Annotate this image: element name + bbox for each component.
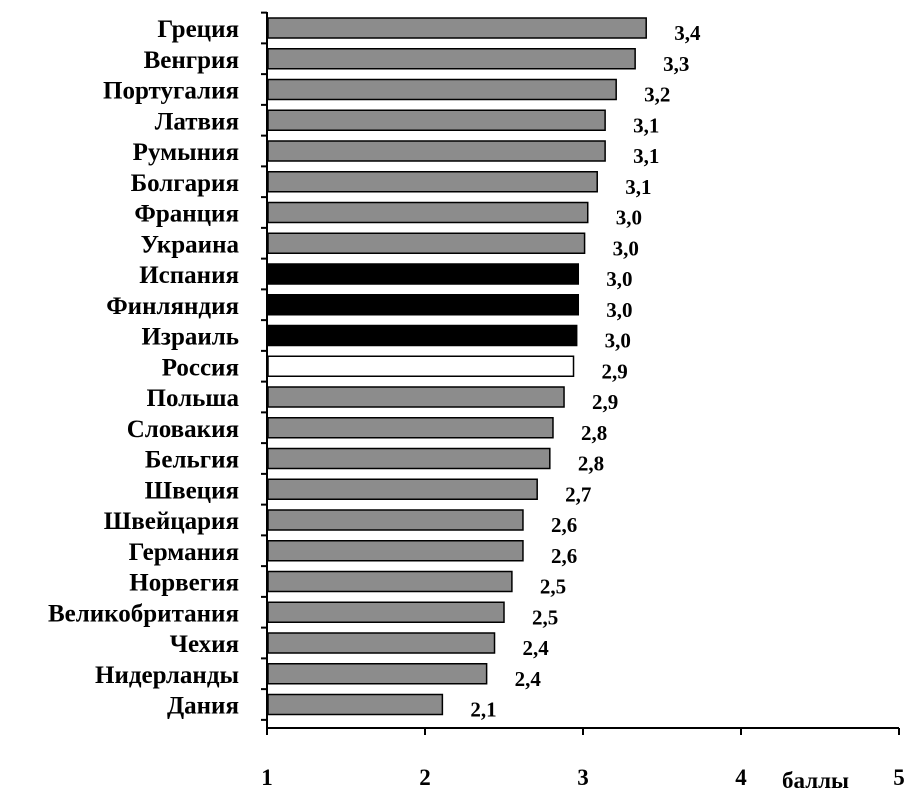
value-label: 3,0 — [613, 236, 639, 260]
category-label: Испания — [139, 262, 239, 289]
axis-layer: 1 2 3 4 5 — [261, 11, 905, 790]
x-tick-label: 4 — [735, 765, 747, 790]
value-label: 3,0 — [605, 329, 631, 353]
category-label: Украина — [141, 231, 240, 258]
x-axis-unit-label: баллы — [782, 768, 849, 793]
category-label: Португалия — [103, 78, 239, 105]
category-label: Норвегия — [129, 570, 239, 597]
x-tick-label: 3 — [577, 765, 589, 790]
bar — [267, 232, 586, 254]
category-label: Словакия — [127, 416, 239, 443]
bar — [267, 78, 617, 101]
bar — [267, 601, 505, 623]
bar — [267, 417, 554, 439]
value-label: 3,3 — [663, 52, 689, 76]
category-label: Нидерланды — [95, 662, 239, 689]
bar — [267, 509, 524, 531]
value-label: 2,1 — [470, 698, 496, 722]
value-label: 2,5 — [540, 575, 566, 599]
value-label: 2,9 — [592, 390, 618, 414]
category-label: Германия — [129, 539, 239, 566]
category-label: Венгрия — [144, 47, 239, 74]
category-label: Россия — [162, 354, 239, 381]
value-label: 3,2 — [644, 83, 670, 107]
x-tick-label: 2 — [419, 765, 431, 790]
value-label: 2,6 — [551, 513, 577, 537]
value-label: 2,5 — [532, 605, 558, 629]
value-label: 3,4 — [674, 21, 701, 45]
category-label: Латвия — [155, 108, 239, 135]
value-label: 2,4 — [515, 667, 542, 691]
value-label: 2,4 — [523, 636, 550, 660]
value-label: 2,6 — [551, 544, 577, 568]
value-label: 3,1 — [625, 175, 651, 199]
bar — [267, 447, 551, 470]
value-label: 2,8 — [581, 421, 607, 445]
category-label: Швейцария — [104, 508, 239, 535]
category-label: Польша — [147, 385, 240, 412]
category-label: Швеция — [145, 477, 239, 504]
category-label: Греция — [157, 16, 239, 43]
bar — [267, 478, 538, 500]
bar — [267, 109, 606, 131]
value-label: 3,0 — [616, 206, 642, 230]
value-label: 3,0 — [606, 267, 632, 291]
bar — [267, 355, 575, 377]
bar — [267, 263, 580, 285]
bar — [267, 540, 524, 562]
category-label: Болгария — [131, 170, 239, 197]
x-tick-label: 5 — [893, 765, 905, 790]
bar — [267, 386, 565, 408]
value-label: 2,7 — [565, 482, 591, 506]
bar — [267, 140, 606, 162]
category-label: Дания — [167, 693, 239, 720]
category-label: Румыния — [133, 139, 239, 166]
bar — [267, 663, 488, 685]
bar — [267, 570, 513, 593]
x-tick-label: 1 — [261, 765, 273, 790]
category-label: Финляндия — [106, 293, 239, 320]
value-label: 2,8 — [578, 452, 604, 476]
bar — [267, 201, 589, 224]
labels-layer: Греция 3,4 Венгрия 3,3 Португалия 3,2 Латвия 3,… — [48, 16, 701, 722]
value-label: 3,0 — [606, 298, 632, 322]
bar — [267, 17, 647, 39]
bar — [267, 632, 496, 654]
category-label: Чехия — [170, 631, 239, 658]
bars-layer — [267, 17, 647, 716]
value-label: 2,9 — [602, 359, 628, 383]
category-label: Бельгия — [145, 447, 239, 474]
category-label: Израиль — [141, 324, 239, 351]
value-label: 3,1 — [633, 144, 659, 168]
bar — [267, 171, 598, 193]
bar — [267, 294, 580, 316]
category-label: Франция — [134, 201, 239, 228]
bar — [267, 48, 636, 70]
bar — [267, 324, 578, 347]
bar — [267, 693, 444, 716]
value-label: 3,1 — [633, 113, 659, 137]
category-label: Великобритания — [48, 600, 239, 627]
